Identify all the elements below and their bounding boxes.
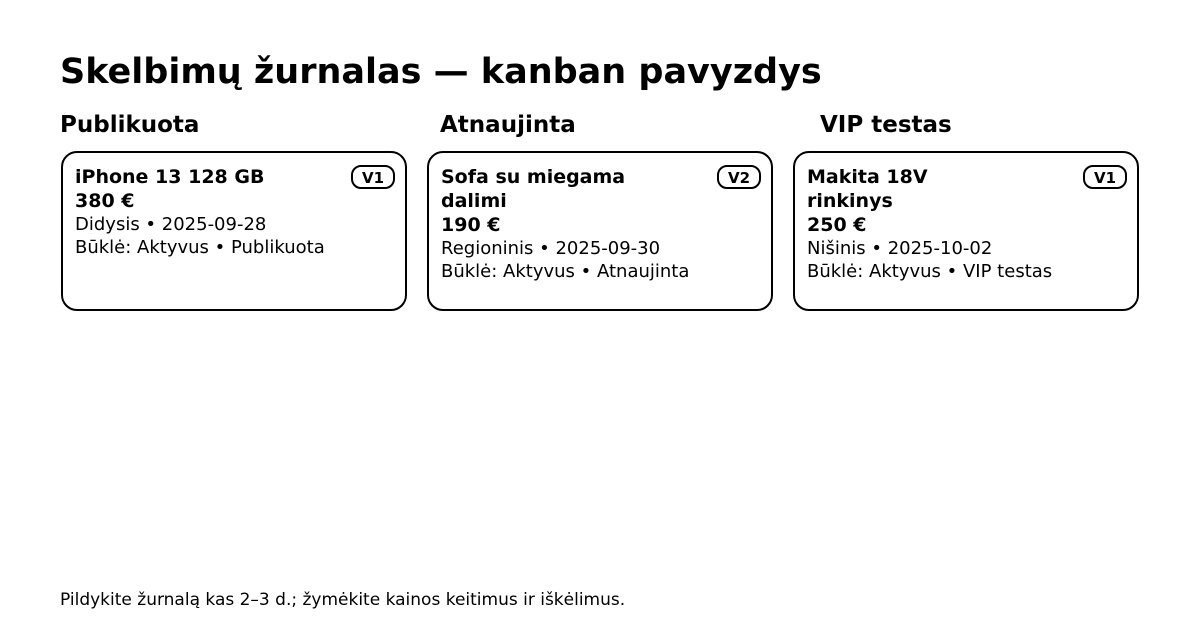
version-badge: V1 (351, 165, 395, 189)
column-header-atnaujinta: Atnaujinta (440, 112, 576, 138)
page-title: Skelbimų žurnalas — kanban pavyzdys (60, 52, 822, 92)
card-meta: Regioninis • 2025-09-30 (441, 238, 661, 259)
card-meta: Didysis • 2025-09-28 (75, 214, 267, 235)
column-header-vip-testas: VIP testas (820, 112, 952, 138)
column-header-publikuota: Publikuota (60, 112, 200, 138)
card-title: iPhone 13 128 GB (75, 166, 265, 188)
card-title: Makita 18V rinkinys (807, 166, 928, 212)
kanban-card[interactable]: Makita 18V rinkinys 250 € Nišinis • 2025… (793, 151, 1139, 311)
version-badge: V2 (717, 165, 761, 189)
card-status: Būklė: Aktyvus • VIP testas (807, 261, 1053, 282)
card-title: Sofa su miegama dalimi (441, 166, 626, 212)
footer-note: Pildykite žurnalą kas 2–3 d.; žymėkite k… (60, 590, 626, 610)
card-price: 190 € (441, 214, 501, 236)
card-meta: Nišinis • 2025-10-02 (807, 238, 993, 259)
card-price: 250 € (807, 214, 867, 236)
card-status: Būklė: Aktyvus • Publikuota (75, 237, 325, 258)
version-badge: V1 (1083, 165, 1127, 189)
kanban-card[interactable]: iPhone 13 128 GB 380 € Didysis • 2025-09… (61, 151, 407, 311)
card-status: Būklė: Aktyvus • Atnaujinta (441, 261, 690, 282)
kanban-card[interactable]: Sofa su miegama dalimi 190 € Regioninis … (427, 151, 773, 311)
card-price: 380 € (75, 190, 135, 212)
